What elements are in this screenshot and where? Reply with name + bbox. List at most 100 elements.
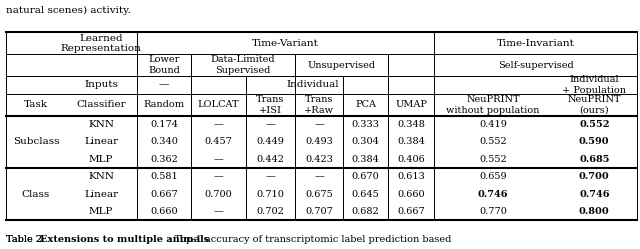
Text: 0.552: 0.552 <box>479 155 507 164</box>
Point <box>339 74 347 77</box>
Text: 0.384: 0.384 <box>397 137 425 146</box>
Text: 0.710: 0.710 <box>257 190 284 199</box>
Text: Extensions to multiple animals: Extensions to multiple animals <box>40 235 209 244</box>
Point <box>431 219 438 222</box>
Point <box>133 31 141 34</box>
Text: 0.613: 0.613 <box>397 172 425 181</box>
Text: MLP: MLP <box>89 207 113 216</box>
Text: 0.700: 0.700 <box>579 172 610 181</box>
Text: NeuPRINT
without population: NeuPRINT without population <box>447 95 540 115</box>
Point <box>242 74 250 77</box>
Text: 0.362: 0.362 <box>150 155 178 164</box>
Text: 0.707: 0.707 <box>305 207 333 216</box>
Text: 0.675: 0.675 <box>305 190 333 199</box>
Point <box>633 219 640 222</box>
Point <box>188 53 195 56</box>
Text: LOLCAT: LOLCAT <box>198 100 239 109</box>
Text: Self-supervised: Self-supervised <box>498 61 573 69</box>
Text: 0.552: 0.552 <box>579 120 609 129</box>
Text: 0.670: 0.670 <box>351 172 380 181</box>
Text: —: — <box>214 120 223 129</box>
Text: 0.645: 0.645 <box>351 190 380 199</box>
Point <box>133 219 141 222</box>
Text: 0.746: 0.746 <box>579 190 609 199</box>
Text: 0.660: 0.660 <box>150 207 178 216</box>
Point <box>291 53 298 56</box>
Text: 0.685: 0.685 <box>579 155 609 164</box>
Text: 0.770: 0.770 <box>479 207 507 216</box>
Point <box>3 219 10 222</box>
Point <box>384 219 392 222</box>
Text: Time-Invariant: Time-Invariant <box>497 39 575 48</box>
Text: UMAP: UMAP <box>395 100 427 109</box>
Text: 0.659: 0.659 <box>479 172 507 181</box>
Text: 0.419: 0.419 <box>479 120 507 129</box>
Text: 0.449: 0.449 <box>257 137 284 146</box>
Point <box>242 219 250 222</box>
Text: 0.174: 0.174 <box>150 120 178 129</box>
Text: Class: Class <box>22 190 50 199</box>
Text: Trans
+ISI: Trans +ISI <box>256 95 285 115</box>
Text: Lower
Bound: Lower Bound <box>148 55 180 75</box>
Text: Learned
Representation: Learned Representation <box>61 34 141 53</box>
Text: 0.667: 0.667 <box>150 190 178 199</box>
Text: Data-Limited
Supervised: Data-Limited Supervised <box>211 55 275 75</box>
Text: —: — <box>314 120 324 129</box>
Text: 0.406: 0.406 <box>397 155 425 164</box>
Text: —: — <box>214 207 223 216</box>
Text: Trans
+Raw: Trans +Raw <box>304 95 334 115</box>
Text: 0.304: 0.304 <box>351 137 380 146</box>
Point <box>431 31 438 34</box>
Text: 0.700: 0.700 <box>205 190 232 199</box>
Point <box>633 31 640 34</box>
Text: 0.333: 0.333 <box>351 120 380 129</box>
Text: Random: Random <box>143 100 184 109</box>
Text: Time-Variant: Time-Variant <box>252 39 319 48</box>
Text: Task: Task <box>24 100 48 109</box>
Text: Linear: Linear <box>84 190 118 199</box>
Text: Inputs: Inputs <box>84 80 118 89</box>
Text: Individual: Individual <box>287 80 339 89</box>
Text: 0.667: 0.667 <box>397 207 425 216</box>
Text: Table 2:: Table 2: <box>6 235 49 244</box>
Text: 0.581: 0.581 <box>150 172 178 181</box>
Text: —: — <box>266 120 275 129</box>
Text: Individual
+ Population: Individual + Population <box>563 75 627 95</box>
Text: KNN: KNN <box>88 120 114 129</box>
Text: 0.457: 0.457 <box>205 137 233 146</box>
Text: PCA: PCA <box>355 100 376 109</box>
Point <box>3 31 10 34</box>
Text: 0.384: 0.384 <box>351 155 380 164</box>
Text: 0.682: 0.682 <box>351 207 380 216</box>
Text: 0.340: 0.340 <box>150 137 178 146</box>
Text: 0.800: 0.800 <box>579 207 610 216</box>
Text: —: — <box>214 172 223 181</box>
Text: Unsupervised: Unsupervised <box>307 61 375 69</box>
Text: KNN: KNN <box>88 172 114 181</box>
Point <box>339 219 347 222</box>
Text: 0.423: 0.423 <box>305 155 333 164</box>
Text: : Top-1 accuracy of transcriptomic label prediction based: : Top-1 accuracy of transcriptomic label… <box>168 235 451 244</box>
Text: 0.552: 0.552 <box>479 137 507 146</box>
Point <box>188 219 195 222</box>
Text: Table 2:: Table 2: <box>6 235 49 244</box>
Text: 0.660: 0.660 <box>397 190 425 199</box>
Text: natural scenes) activity.: natural scenes) activity. <box>6 6 131 15</box>
Text: 0.746: 0.746 <box>478 190 508 199</box>
Text: 0.493: 0.493 <box>305 137 333 146</box>
Text: 0.348: 0.348 <box>397 120 425 129</box>
Text: Subclass: Subclass <box>13 137 59 146</box>
Text: —: — <box>214 155 223 164</box>
Text: 0.702: 0.702 <box>257 207 284 216</box>
Text: —: — <box>159 80 169 89</box>
Text: Classifier: Classifier <box>76 100 126 109</box>
Text: 0.442: 0.442 <box>257 155 284 164</box>
Text: NeuPRINT
(ours): NeuPRINT (ours) <box>568 95 621 115</box>
Point <box>384 53 392 56</box>
Text: —: — <box>266 172 275 181</box>
Point <box>291 219 298 222</box>
Text: 0.590: 0.590 <box>579 137 609 146</box>
Text: —: — <box>314 172 324 181</box>
Text: Linear: Linear <box>84 137 118 146</box>
Text: MLP: MLP <box>89 155 113 164</box>
